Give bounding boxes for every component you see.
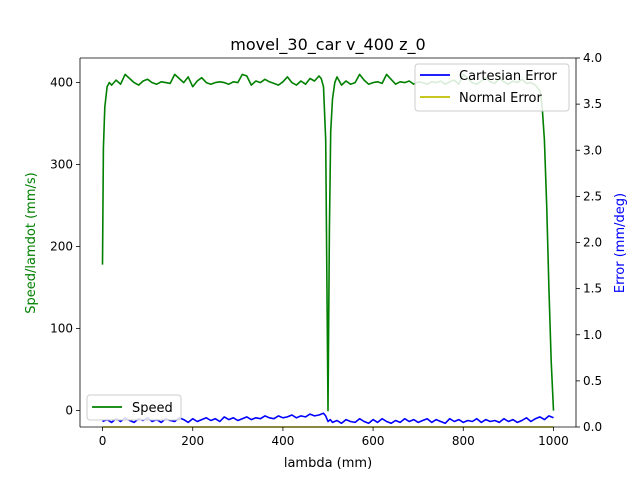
x-tick-label: 200 [181,434,204,448]
y-right-tick-label: 0.0 [583,420,602,434]
plot-area: 0 200 400 600 800 1000 0 100 200 300 400 0.0 0.5 1.0 1… [50,51,602,448]
y-right-tick-label: 3.0 [583,143,602,157]
y-right-tick-label: 1.5 [583,282,602,296]
y-right-tick-label: 3.5 [583,97,602,111]
x-tick-label: 0 [99,434,107,448]
y-axis-right-label: Error (mm/deg) [613,193,628,293]
y-right-tick-label: 2.5 [583,189,602,203]
y-right-tick-label: 2.0 [583,236,602,250]
x-tick-label: 600 [362,434,385,448]
legend-errors: Cartesian Error Normal Error [414,63,570,112]
y-left-tick-label: 400 [50,76,73,90]
y-left-tick-label: 200 [50,240,73,254]
x-tick-label: 800 [452,434,475,448]
x-axis-label: lambda (mm) [284,456,372,471]
y-left-tick-label: 100 [50,322,73,336]
legend-speed: Speed [86,394,182,421]
legend-cartesian-label: Cartesian Error [459,69,558,84]
x-tick-label: 1000 [538,434,569,448]
legend-speed-box [86,394,182,421]
legend-errors-box [414,63,570,112]
y-right-tick-label: 0.5 [583,374,602,388]
y-left-tick-label: 300 [50,158,73,172]
legend-normal-label: Normal Error [459,91,543,106]
y-axis-left-label: Speed/lamdot (mm/s) [24,172,39,313]
chart-title: movel_30_car v_400 z_0 [230,35,425,55]
y-right-tick-label: 4.0 [583,51,602,65]
legend-speed-label: Speed [132,401,173,416]
y-left-tick-label: 0 [65,404,73,418]
x-tick-label: 400 [271,434,294,448]
y-right-tick-label: 1.0 [583,328,602,342]
